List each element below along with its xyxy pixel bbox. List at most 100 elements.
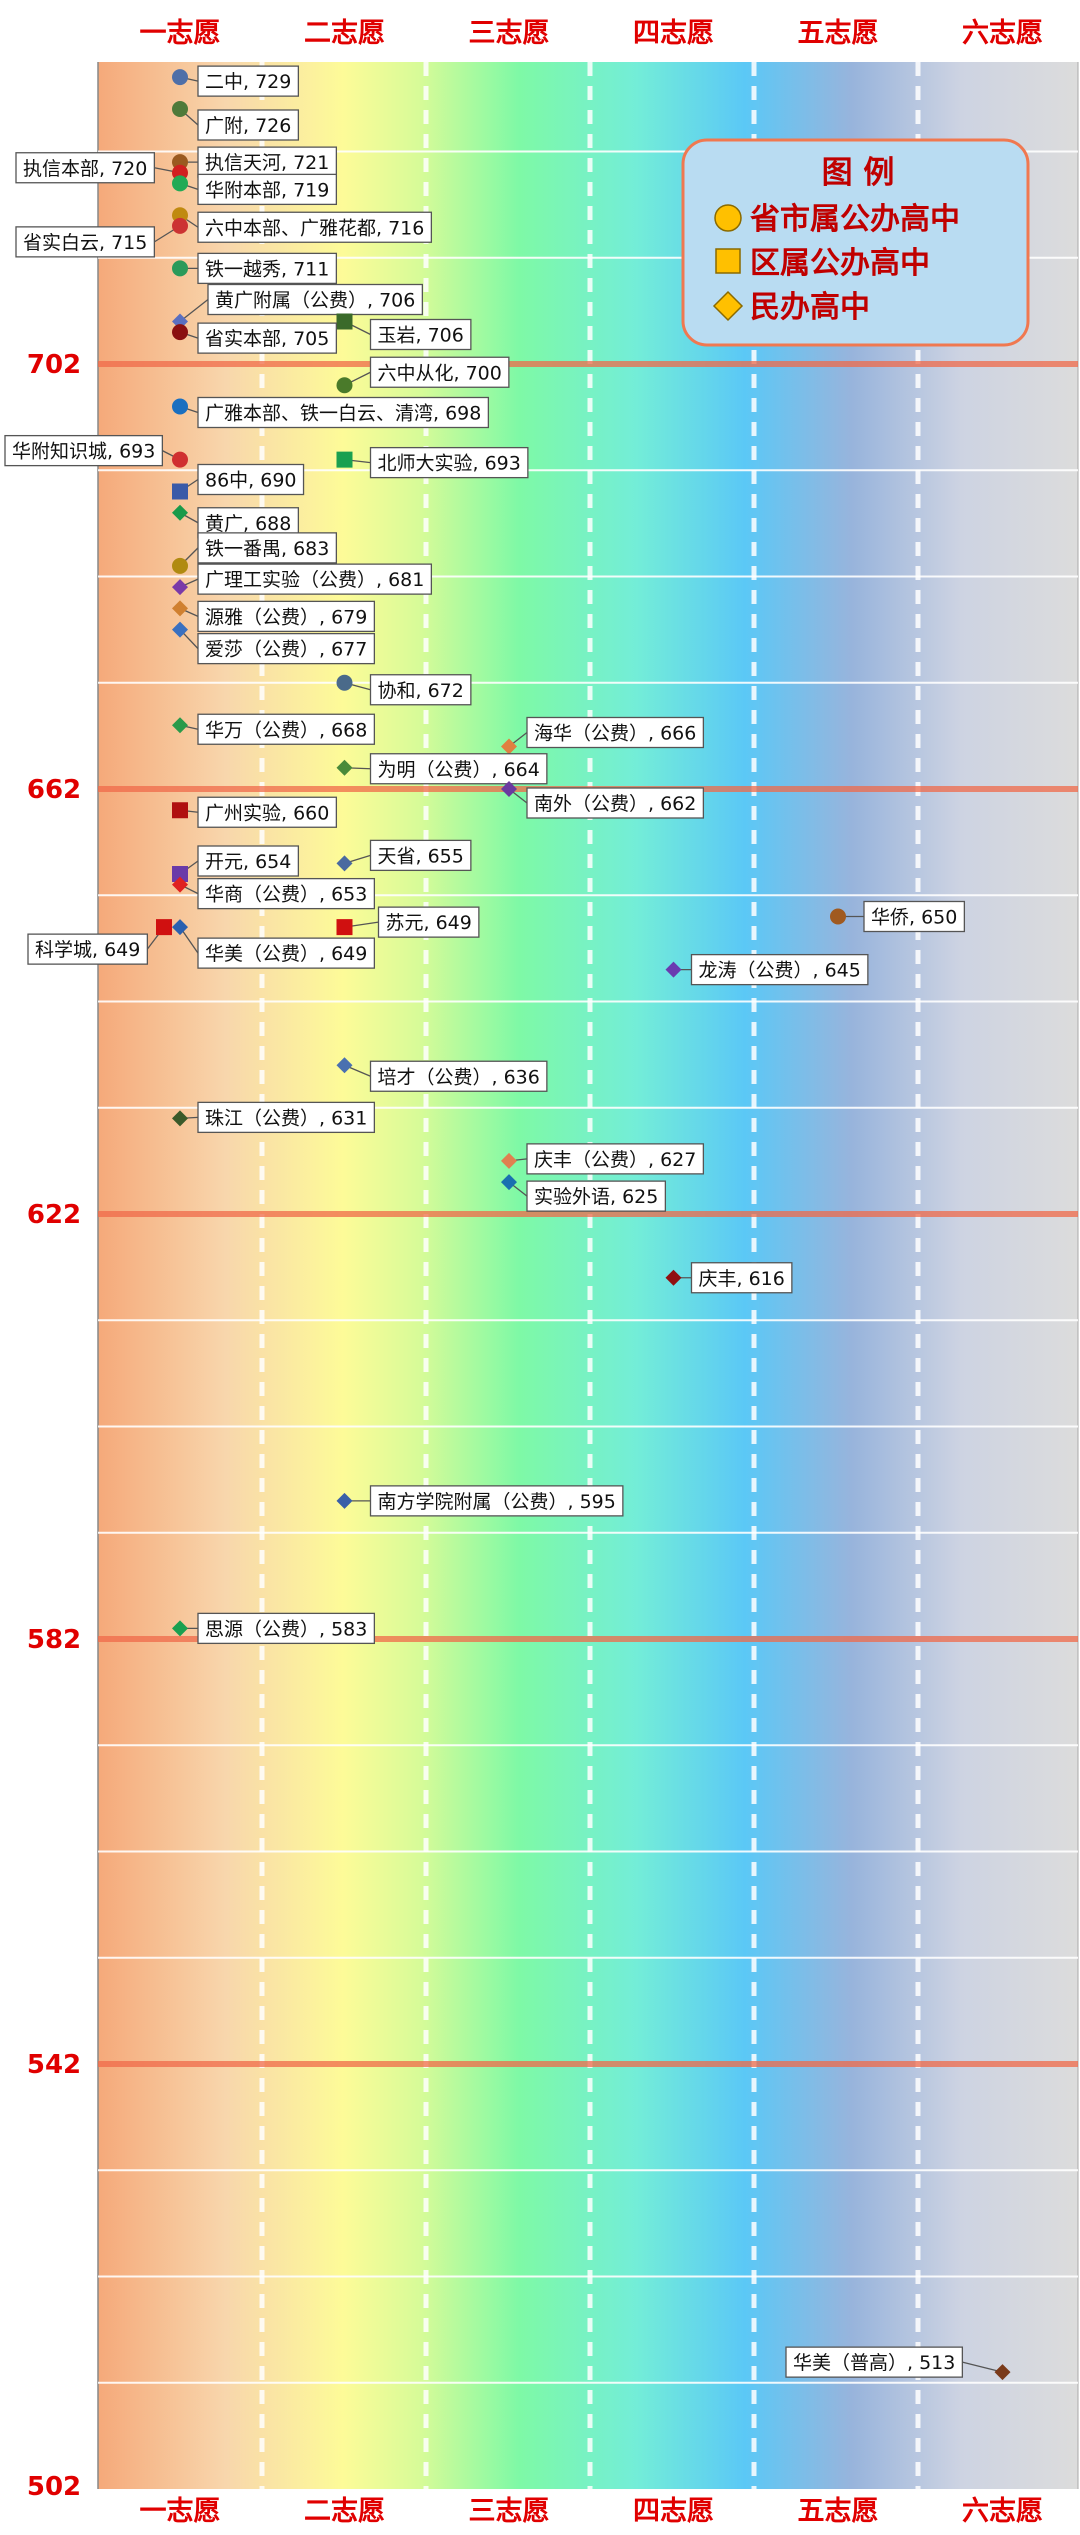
point-label: 珠江（公费）, 631 bbox=[205, 1107, 367, 1129]
point-label: 铁一番禺, 683 bbox=[205, 538, 329, 560]
x-tick-label-bottom: 五志愿 bbox=[798, 2496, 879, 2527]
label-box bbox=[4, 434, 164, 467]
label-box bbox=[197, 65, 300, 97]
data-point: 庆丰, 616 bbox=[665, 1262, 793, 1294]
point-marker-diamond bbox=[994, 2364, 1011, 2381]
point-label: 省实白云, 715 bbox=[23, 232, 147, 254]
label-box bbox=[197, 173, 338, 206]
data-point: 华万（公费）, 668 bbox=[172, 713, 376, 745]
point-label: 庆丰, 616 bbox=[699, 1268, 785, 1290]
point-marker-diamond bbox=[336, 1057, 353, 1074]
point-marker-diamond bbox=[336, 759, 353, 776]
legend-title: 图 例 bbox=[822, 155, 895, 191]
point-marker-diamond bbox=[665, 961, 682, 978]
point-label: 广附, 726 bbox=[205, 115, 291, 137]
data-points: 二中, 729 广附, 726 执信天河, 721 执信本部, 720 华附本部, 71… bbox=[4, 65, 1011, 2381]
point-label: 开元, 654 bbox=[205, 851, 291, 873]
data-point: 龙涛（公费）, 645 bbox=[665, 953, 869, 986]
y-tick-label: 622 bbox=[27, 1200, 81, 1230]
data-point: 珠江（公费）, 631 bbox=[172, 1101, 376, 1134]
point-label: 南方学院附属（公费）, 595 bbox=[378, 1491, 616, 1513]
label-box bbox=[15, 152, 156, 184]
data-point: 华附本部, 719 bbox=[172, 173, 338, 206]
data-point: 铁一番禺, 683 bbox=[172, 532, 338, 574]
x-tick-label-bottom: 二志愿 bbox=[304, 2496, 385, 2527]
label-box bbox=[197, 463, 305, 496]
x-axis-bottom: 一志愿 二志愿 三志愿 四志愿 五志愿 六志愿 bbox=[140, 2496, 1044, 2527]
x-tick-label-top: 三志愿 bbox=[469, 18, 550, 49]
label-box bbox=[197, 937, 376, 969]
label-box bbox=[526, 1143, 705, 1175]
point-label: 华商（公费）, 653 bbox=[205, 884, 367, 906]
point-label: 龙涛（公费）, 645 bbox=[699, 960, 861, 982]
label-box bbox=[863, 900, 966, 933]
data-point: 广州实验, 660 bbox=[172, 796, 338, 828]
label-box bbox=[377, 906, 480, 938]
data-point: 华美（普高）, 513 bbox=[785, 2346, 1011, 2381]
y-axis: 702 662 622 582 542 502 bbox=[27, 350, 81, 2502]
label-box bbox=[526, 716, 705, 749]
point-marker-diamond bbox=[172, 621, 188, 638]
point-label: 华附知识城, 693 bbox=[12, 441, 155, 463]
point-label: 执信天河, 721 bbox=[205, 152, 329, 174]
point-label: 为明（公费）, 664 bbox=[378, 759, 540, 781]
data-point: 华侨, 650 bbox=[830, 900, 966, 933]
x-tick-label-top: 一志愿 bbox=[140, 18, 221, 49]
point-label: 省实本部, 705 bbox=[205, 328, 329, 350]
point-label: 南外（公费）, 662 bbox=[534, 793, 696, 815]
label-box bbox=[197, 713, 376, 745]
data-point: 南外（公费）, 662 bbox=[501, 781, 705, 819]
point-marker-circle bbox=[172, 398, 188, 415]
data-point: 省实白云, 715 bbox=[15, 217, 188, 258]
point-marker-circle bbox=[830, 908, 846, 925]
point-label: 源雅（公费）, 679 bbox=[205, 606, 367, 628]
point-label: 华美（普高）, 513 bbox=[793, 2352, 955, 2374]
data-point: 爱莎（公费）, 677 bbox=[172, 621, 376, 665]
data-point: 开元, 654 bbox=[172, 845, 300, 882]
point-marker-diamond bbox=[172, 717, 188, 734]
point-label: 天省, 655 bbox=[378, 845, 464, 867]
point-marker-square bbox=[172, 866, 188, 882]
point-label: 苏元, 649 bbox=[386, 912, 472, 934]
point-label: 庆丰（公费）, 627 bbox=[534, 1149, 696, 1171]
point-label: 六中本部、广雅花都, 716 bbox=[205, 217, 424, 239]
data-point: 源雅（公费）, 679 bbox=[172, 600, 376, 633]
data-point: 铁一越秀, 711 bbox=[172, 252, 338, 285]
point-label: 广理工实验（公费）, 681 bbox=[205, 569, 424, 591]
x-tick-label-top: 六志愿 bbox=[962, 18, 1043, 49]
point-marker-diamond bbox=[501, 1174, 517, 1191]
data-point: 海华（公费）, 666 bbox=[501, 716, 705, 755]
label-box bbox=[197, 600, 376, 633]
label-box bbox=[197, 322, 338, 354]
point-marker-diamond bbox=[172, 919, 188, 936]
point-marker-diamond bbox=[172, 1620, 188, 1637]
x-axis-top: 一志愿 二志愿 三志愿 四志愿 五志愿 六志愿 bbox=[140, 18, 1044, 49]
point-label: 玉岩, 706 bbox=[378, 325, 464, 347]
label-box bbox=[369, 318, 472, 351]
point-marker-circle bbox=[172, 324, 188, 341]
x-tick-label-bottom: 四志愿 bbox=[633, 2496, 714, 2527]
data-point: 广理工实验（公费）, 681 bbox=[172, 563, 433, 596]
y-tick-label: 702 bbox=[27, 350, 81, 380]
x-tick-label-top: 二志愿 bbox=[304, 18, 385, 49]
label-box bbox=[197, 877, 376, 910]
label-box bbox=[197, 1101, 376, 1134]
point-marker-circle bbox=[172, 451, 188, 468]
point-label: 二中, 729 bbox=[205, 71, 291, 93]
label-box bbox=[197, 796, 338, 828]
data-point: 华附知识城, 693 bbox=[4, 434, 188, 468]
point-marker-diamond bbox=[172, 504, 188, 521]
x-tick-label-bottom: 六志愿 bbox=[962, 2496, 1043, 2527]
point-marker-diamond bbox=[172, 876, 188, 893]
point-label: 华美（公费）, 649 bbox=[205, 943, 367, 965]
point-label: 六中从化, 700 bbox=[378, 362, 502, 384]
y-tick-label: 502 bbox=[27, 2472, 81, 2502]
point-label: 北师大实验, 693 bbox=[378, 453, 521, 475]
point-label: 黄广, 688 bbox=[205, 513, 291, 535]
legend-circle-icon bbox=[714, 204, 742, 232]
data-point: 培才（公费）, 636 bbox=[336, 1057, 548, 1092]
label-box bbox=[369, 674, 472, 706]
point-label: 铁一越秀, 711 bbox=[205, 258, 329, 280]
data-point: 玉岩, 706 bbox=[336, 313, 472, 351]
